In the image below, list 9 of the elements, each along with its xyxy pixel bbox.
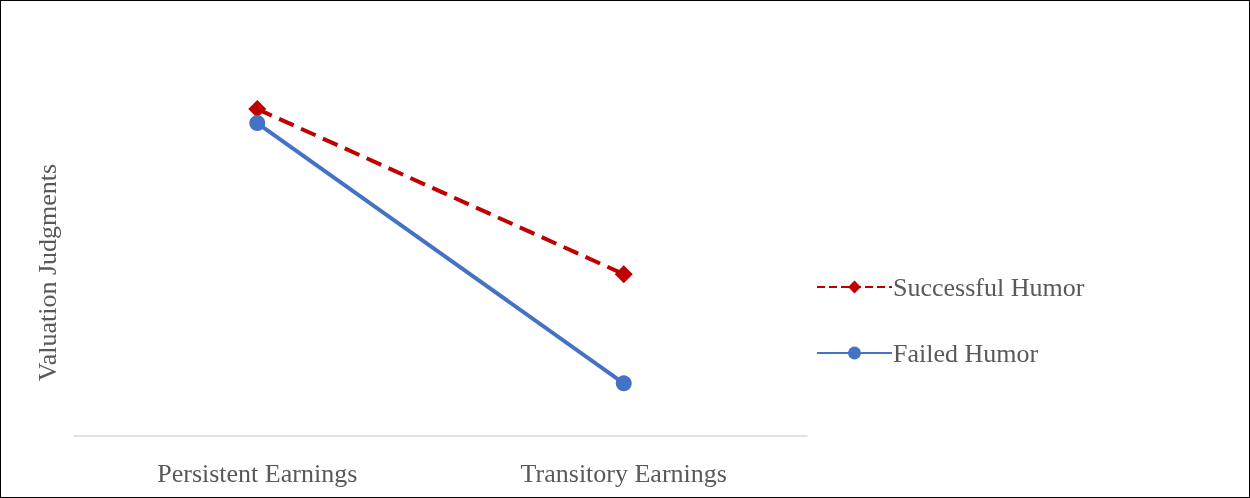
point	[248, 100, 267, 118]
point	[249, 115, 266, 132]
legend-label: Successful Humor	[893, 272, 1085, 302]
point	[614, 265, 633, 284]
y-axis-title: Valuation Judgments	[32, 163, 62, 382]
x-tick-label: Persistent Earnings	[157, 458, 358, 488]
x-tick-label: Transitory Earnings	[520, 458, 727, 488]
point	[615, 375, 632, 392]
legend-label: Failed Humor	[893, 338, 1039, 368]
